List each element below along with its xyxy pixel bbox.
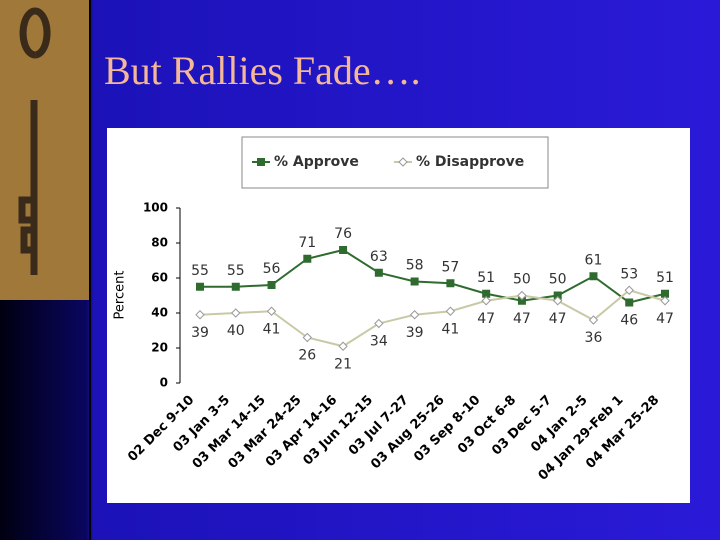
- data-label: 47: [477, 311, 495, 327]
- marker: [482, 289, 491, 298]
- marker: [625, 298, 634, 307]
- data-label: 71: [298, 235, 316, 251]
- legend-label: % Disapprove: [416, 154, 524, 170]
- data-label: 57: [441, 259, 459, 275]
- legend-label: % Approve: [274, 154, 359, 170]
- key: [18, 7, 51, 275]
- data-label: 47: [656, 311, 674, 327]
- marker: [661, 289, 669, 298]
- marker: [517, 296, 526, 305]
- data-label: 36: [585, 330, 603, 346]
- marker: [339, 246, 348, 254]
- marker: [231, 282, 240, 291]
- marker: [338, 341, 348, 351]
- y-tick-label: 100: [143, 201, 168, 215]
- data-label: 51: [656, 270, 674, 286]
- marker: [588, 315, 599, 325]
- marker: [374, 318, 384, 329]
- marker: [266, 306, 277, 316]
- marker: [409, 310, 420, 320]
- series-line: [200, 248, 666, 304]
- marker: [303, 254, 312, 263]
- marker: [302, 332, 313, 343]
- data-label: 34: [370, 334, 388, 350]
- marker: [195, 310, 205, 320]
- data-label: 50: [549, 272, 567, 288]
- marker: [231, 308, 241, 318]
- y-tick-label: 80: [151, 236, 168, 250]
- legend-marker: [257, 158, 265, 166]
- data-label: 40: [227, 323, 245, 339]
- marker: [196, 282, 204, 291]
- legend-marker: [398, 157, 408, 167]
- marker: [446, 279, 455, 288]
- data-label: 56: [263, 261, 281, 277]
- marker: [660, 296, 670, 306]
- data-label: 47: [513, 311, 531, 327]
- data-label: 61: [585, 252, 603, 268]
- data-label: 58: [406, 258, 424, 274]
- y-tick-label: 0: [160, 376, 168, 390]
- marker: [624, 285, 634, 295]
- marker: [267, 281, 276, 289]
- marker: [374, 268, 383, 277]
- data-label: 55: [227, 263, 245, 279]
- y-axis-label: Percent: [113, 271, 128, 320]
- data-label: 21: [334, 356, 352, 372]
- marker: [410, 277, 419, 286]
- slide-title: But Rallies Fade….: [104, 48, 421, 93]
- data-label: 63: [370, 249, 388, 265]
- marker: [445, 306, 456, 316]
- marker: [517, 290, 527, 301]
- data-label: 39: [406, 325, 424, 341]
- y-tick-label: 60: [151, 271, 168, 285]
- data-label: 51: [477, 270, 495, 286]
- data-label: 41: [263, 321, 281, 337]
- marker: [553, 291, 562, 300]
- series-line: [199, 289, 666, 348]
- data-label: 50: [513, 272, 531, 288]
- data-label: 47: [549, 311, 567, 327]
- y-tick-label: 20: [151, 341, 168, 355]
- data-label: 41: [441, 321, 459, 337]
- marker: [481, 296, 491, 306]
- data-label: 76: [334, 226, 352, 242]
- data-label: 26: [298, 348, 316, 364]
- data-label: 53: [620, 266, 638, 282]
- y-tick-label: 40: [151, 306, 168, 320]
- data-label: 39: [191, 325, 209, 341]
- marker: [552, 296, 563, 306]
- data-label: 46: [620, 313, 638, 329]
- marker: [589, 272, 598, 281]
- data-label: 55: [191, 263, 209, 279]
